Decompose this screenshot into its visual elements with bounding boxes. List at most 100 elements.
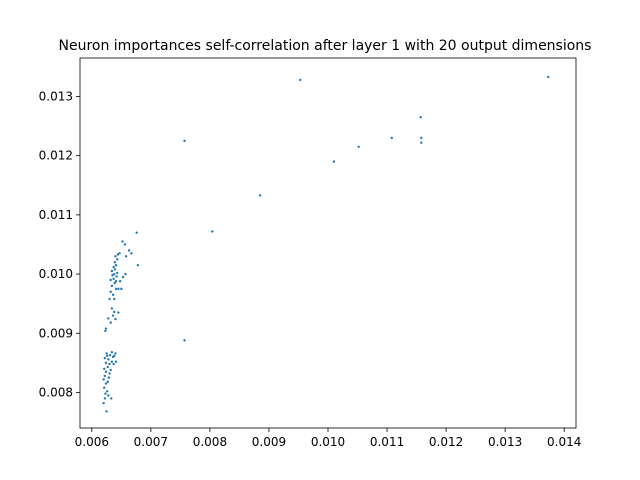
x-tick-label: 0.007 [134,435,168,449]
y-tick-label: 0.008 [39,385,73,399]
scatter-point [108,372,111,375]
scatter-point [104,370,108,373]
scatter-point [112,362,115,366]
x-tick-label: 0.009 [252,435,286,449]
scatter-point [110,269,114,273]
scatter-point [110,307,114,310]
y-tick-label: 0.010 [39,267,73,281]
scatter-point [112,277,115,281]
scatter-point [107,317,110,320]
scatter-point [114,352,117,355]
scatter-point [117,287,120,291]
scatter-point [104,329,107,333]
y-tick-label: 0.011 [39,208,73,222]
scatter-point [420,136,423,140]
scatter-point [105,390,109,393]
scatter-point [104,392,107,395]
x-tick-label: 0.014 [547,435,581,449]
scatter-point [114,287,118,291]
plot-frame [79,57,577,429]
scatter-point [116,258,119,261]
scatter-point [110,284,114,288]
scatter-point [136,264,140,267]
x-tick-label: 0.012 [429,435,463,449]
scatter-point [121,275,125,279]
scatter-point [183,339,186,342]
scatter-point [109,290,112,294]
scatter-point [135,231,138,234]
scatter-point [109,278,112,282]
scatter-point [113,261,117,264]
scatter-point [183,139,186,143]
scatter-point [104,327,108,330]
scatter-point [111,314,115,317]
scatter-point [114,279,118,283]
scatter-point [103,356,107,360]
scatter-point [547,75,550,79]
x-tick-label: 0.010 [311,435,345,449]
scatter-point [390,136,393,140]
y-tick-label: 0.013 [39,89,73,103]
scatter-point [102,401,105,405]
x-tick-label: 0.013 [488,435,522,449]
scatter-point [332,160,336,163]
scatter-point [108,297,111,301]
scatter-point [103,374,107,378]
scatter-point [102,378,105,381]
x-tick-label: 0.006 [75,435,109,449]
scatter-point [211,230,214,233]
chart-title: Neuron importances self-correlation afte… [59,38,592,54]
scatter-point [103,367,106,370]
scatter-point [106,365,109,369]
scatter-point [114,360,118,363]
scatter-point [115,275,118,278]
x-tick-label: 0.008 [193,435,227,449]
scatter-point [109,321,112,324]
points-layer [102,75,550,413]
scatter-point [121,240,124,243]
scatter-point [116,253,119,256]
scatter-point [113,297,116,301]
scatter-point [105,352,108,355]
scatter-point [118,252,121,255]
scatter-point [113,268,117,271]
scatter-point [111,293,115,296]
scatter-point [110,351,114,354]
scatter-point [118,279,122,283]
scatter-point [112,265,115,269]
scatter-point [114,255,117,258]
scatter-point [124,272,127,276]
scatter-point [114,264,118,267]
scatter-point [116,271,119,275]
scatter-point [103,386,106,389]
scatter-point [130,252,133,255]
scatter-point [104,361,108,365]
scatter-point [124,255,128,258]
scatter-point [107,394,110,397]
scatter-point [103,397,107,400]
scatter-point [106,380,109,384]
scatter-point [420,141,423,144]
scatter-point [120,287,123,291]
scatter-point [109,368,112,372]
y-tick-label: 0.009 [39,326,73,340]
scatter-point [113,354,116,357]
scatter-point [123,243,127,246]
scatter-point [104,382,108,385]
x-tick-label: 0.011 [370,435,404,449]
x-axis: 0.006 0.007 0.008 0.009 0.010 0.011 0.012 0.013… [75,428,581,449]
scatter-point [107,376,111,379]
scatter-point [258,194,262,197]
scatter-point [113,310,116,314]
scatter-point [419,116,422,119]
scatter-point [299,78,302,82]
scatter-point [117,311,120,314]
scatter-point [127,249,131,252]
scatter-point [113,272,116,276]
scatter-point [357,145,360,148]
scatter-point [110,360,114,363]
scatter-point [111,274,114,277]
scatter-point [105,354,109,357]
scatter-point [107,358,110,361]
